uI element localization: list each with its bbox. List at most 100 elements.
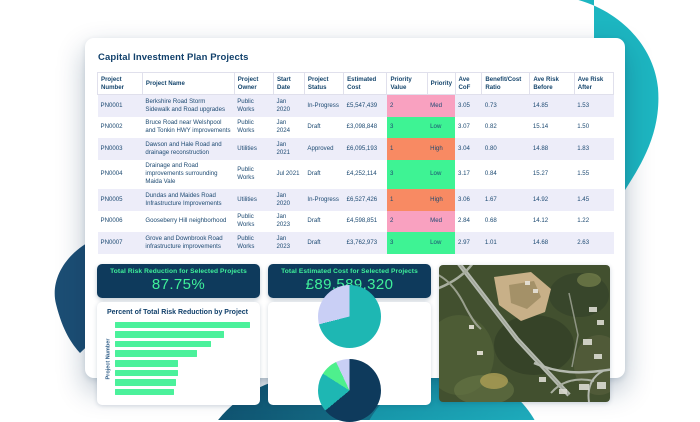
cell-cof: 3.04	[458, 144, 470, 152]
cell-priority: Med	[427, 94, 456, 117]
pie-chart-right[interactable]	[318, 358, 381, 422]
cell-priority-value: 3	[386, 116, 428, 139]
cell-number: PN0004	[100, 170, 123, 178]
bar[interactable]	[115, 379, 176, 386]
cell-number: PN0001	[100, 101, 123, 109]
page-title: Capital Investment Plan Projects	[98, 52, 249, 63]
column-header[interactable]: Project Status	[303, 71, 345, 96]
cell-status: In-Progress	[307, 195, 339, 203]
column-header[interactable]: Ave Risk Before	[529, 71, 575, 96]
bar[interactable]	[115, 388, 175, 396]
cell-risk-after: 2.63	[577, 238, 590, 246]
risk-column: Total Risk Reduction for Selected Projec…	[97, 263, 260, 405]
column-header[interactable]: Priority Value	[386, 71, 428, 96]
cell-risk-before: 15.27	[532, 170, 549, 178]
bar-chart-title: Percent of Total Risk Reduction by Proje…	[106, 308, 249, 316]
table-row[interactable]: PN0004 Drainage and Road improvements sur…	[97, 159, 614, 190]
bar[interactable]	[115, 331, 225, 338]
table-row[interactable]: PN0002 Bruce Road near Welshpool and Tonk…	[97, 116, 614, 139]
cell-bc: 0.68	[484, 217, 497, 225]
column-header[interactable]: Ave CoF	[454, 71, 483, 96]
cell-bc: 0.82	[484, 123, 497, 131]
cell-cof: 3.07	[458, 123, 470, 131]
bar[interactable]	[115, 321, 250, 328]
cost-kpi-title: Total Estimated Cost for Selected Projec…	[281, 268, 418, 275]
cell-cof: 3.06	[458, 195, 470, 203]
cell-cof: 2.97	[458, 238, 470, 246]
cell-priority-value: 2	[386, 94, 428, 117]
projects-table: Project Number Project Name Project Owner S…	[97, 71, 615, 254]
cell-owner: Public Works	[237, 213, 255, 229]
bottom-row: Total Risk Reduction for Selected Projec…	[97, 263, 614, 422]
cell-bc: 1.01	[484, 238, 497, 246]
cell-bc: 0.80	[484, 144, 497, 152]
table-row[interactable]: PN0005 Dundas and Maides Road Infrastruct…	[97, 189, 614, 211]
cell-priority-value: 2	[386, 210, 428, 233]
cell-number: PN0006	[100, 217, 123, 225]
cell-priority-value: 3	[386, 232, 428, 254]
cell-risk-after: 1.50	[577, 123, 590, 131]
cell-bc: 0.73	[484, 101, 497, 109]
bar[interactable]	[115, 369, 179, 377]
cell-owner: Public Works	[237, 119, 255, 135]
cell-priority-value: 3	[386, 159, 428, 190]
cell-risk-after: 1.53	[577, 101, 590, 109]
risk-kpi-value: 87.75%	[151, 276, 206, 293]
cell-risk-before: 14.12	[532, 217, 549, 225]
satellite-map[interactable]	[439, 264, 610, 402]
cell-bc: 0.84	[484, 170, 497, 178]
column-header[interactable]: Estimated Cost	[343, 71, 388, 96]
cell-priority: Low	[427, 116, 456, 139]
bar[interactable]	[115, 350, 198, 357]
cell-priority: Med	[427, 210, 456, 233]
cell-risk-after: 1.55	[577, 170, 590, 178]
table-row[interactable]: PN0006 Gooseberry Hill neighborhood Public…	[97, 210, 614, 233]
cell-cost: £4,252,114	[346, 170, 377, 178]
cell-number: PN0007	[100, 238, 123, 246]
cell-start: Jan 2021	[276, 140, 290, 156]
cell-risk-after: 1.45	[577, 195, 590, 203]
cell-number: PN0002	[100, 123, 123, 131]
cell-status: Draft	[307, 170, 321, 178]
bar-chart-bars	[113, 321, 252, 398]
bar[interactable]	[115, 360, 179, 367]
column-header[interactable]: Priority	[426, 71, 456, 96]
cell-priority-value: 1	[386, 189, 428, 211]
satellite-map-image	[439, 264, 610, 402]
table-row[interactable]: PN0003 Dawson and Hale Road and drainage …	[97, 138, 614, 160]
column-header[interactable]: Project Number	[97, 71, 143, 96]
column-header[interactable]: Start Date	[272, 71, 305, 96]
cell-risk-before: 14.92	[532, 195, 549, 203]
column-header[interactable]: Project Name	[141, 71, 235, 96]
cell-status: Approved	[307, 144, 334, 152]
bar-chart: Project Number	[103, 321, 252, 398]
cell-risk-before: 14.68	[532, 238, 549, 246]
cell-name: Grove and Downbrook Road infrastructure …	[145, 234, 223, 250]
column-header[interactable]: Project Owner	[233, 71, 274, 96]
bar[interactable]	[115, 340, 211, 348]
cell-start: Jan 2023	[276, 234, 290, 250]
pie-chart-left[interactable]	[318, 284, 381, 348]
cell-number: PN0003	[100, 144, 123, 152]
risk-kpi-card: Total Risk Reduction for Selected Projec…	[97, 263, 260, 298]
cell-risk-after: 1.83	[577, 144, 590, 152]
cell-name: Berkshire Road Storm Sidewalk and Road u…	[145, 97, 226, 113]
cell-cost: £6,527,426	[346, 195, 378, 203]
cell-start: Jul 2021	[276, 170, 300, 178]
cell-priority: High	[427, 138, 456, 160]
cell-start: Jan 2023	[276, 213, 290, 229]
cell-priority: High	[427, 189, 456, 211]
table-row[interactable]: PN0001 Berkshire Road Storm Sidewalk and …	[97, 94, 614, 117]
cell-name: Gooseberry Hill neighborhood	[145, 217, 227, 225]
cell-owner: Public Works	[237, 97, 255, 113]
bar-chart-panel: Percent of Total Risk Reduction by Proje…	[97, 301, 260, 405]
dashboard-card: Capital Investment Plan Projects Project…	[85, 38, 625, 422]
cell-risk-before: 15.14	[532, 123, 549, 131]
table-header-row: Project Number Project Name Project Owner S…	[97, 71, 615, 96]
column-header[interactable]: Benefit/Cost Ratio	[481, 71, 531, 96]
column-header[interactable]: Ave Risk After	[573, 71, 615, 96]
table-row[interactable]: PN0007 Grove and Downbrook Road infrastru…	[97, 232, 614, 254]
cell-name: Bruce Road near Welshpool and Tonkin HWY…	[145, 119, 231, 135]
cell-bc: 1.67	[484, 195, 497, 203]
cell-number: PN0005	[100, 195, 123, 203]
